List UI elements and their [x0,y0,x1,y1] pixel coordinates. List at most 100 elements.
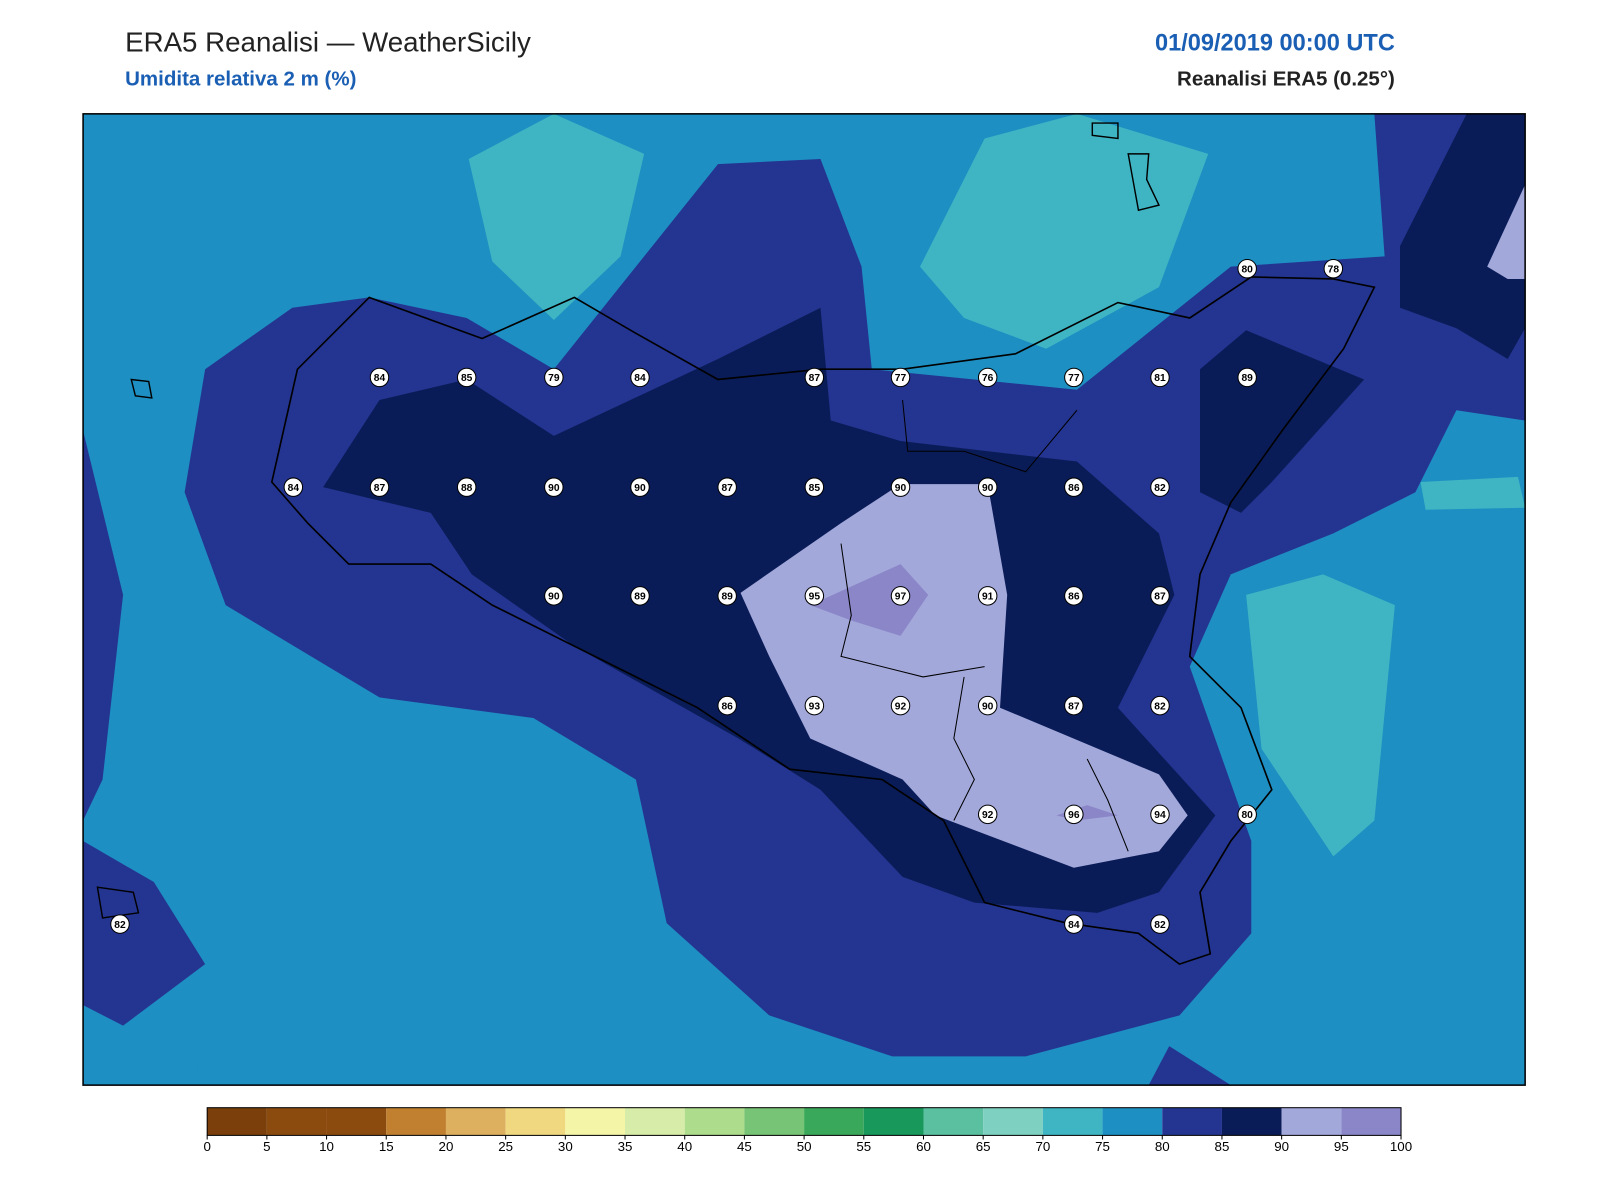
station-marker [1064,367,1084,388]
station-marker [1064,586,1084,606]
coastline [270,276,1376,966]
station-value: 89 [1241,373,1253,384]
station-value: 91 [982,592,994,603]
station-marker [890,477,911,497]
station-value: 87 [1154,592,1166,603]
colorbar-swatch [1281,1107,1342,1136]
colorbar-tick-label: 45 [737,1139,752,1154]
colorbar-tick-label: 70 [1035,1139,1050,1154]
station-value: 90 [548,592,560,603]
colorbar-swatch [1162,1107,1222,1136]
station-marker [544,367,564,388]
station-value: 87 [374,483,386,494]
station-marker [717,477,737,497]
station-marker [1064,914,1084,934]
station-value: 90 [548,483,560,494]
station-value: 77 [1068,373,1080,384]
station-marker [110,914,130,934]
station-value: 82 [1154,483,1166,494]
station-value: 79 [548,373,560,384]
colorbar-tick-label: 35 [618,1139,633,1154]
station-marker [544,586,564,606]
station-marker [544,477,564,497]
station-marker [1150,695,1170,716]
station-value: 86 [721,701,733,712]
colorbar-tick-label: 95 [1334,1139,1349,1154]
colorbar-tick-label: 85 [1215,1139,1230,1154]
station-value: 87 [1068,701,1080,712]
station-marker [804,695,825,716]
colorbar-tick-label: 15 [379,1139,394,1154]
station-value: 80 [1241,810,1253,821]
station-marker [717,695,737,716]
station-marker [456,477,477,497]
colorbar-swatch [1102,1107,1163,1136]
station-value: 96 [1068,810,1080,821]
station-value: 94 [1154,810,1166,821]
station-value: 90 [895,483,907,494]
station-value: 82 [1154,701,1166,712]
colorbar-swatch [445,1107,506,1136]
station-marker [890,695,911,716]
station-value: 76 [982,373,994,384]
station-marker [283,477,304,497]
station-marker [1237,258,1257,279]
station-marker [630,586,650,606]
colorbar: 0 5 10 15 20 25 30 35 40 45 50 55 60 65 70 75 80 85 90 95 10… [203,1107,1412,1154]
station-value: 90 [982,701,994,712]
colorbar-tick-label: 80 [1155,1139,1170,1154]
colorbar-swatch [266,1107,327,1136]
field-90-95 [1487,184,1526,279]
map-frame [82,113,1526,1086]
station-marker [890,367,911,388]
field-70-75 [919,113,1209,349]
station-marker [1064,695,1084,716]
station-value: 80 [1241,264,1253,275]
station-marker [1150,477,1170,497]
colorbar-swatch [684,1107,745,1136]
field-70-75 [468,113,645,320]
field-85-90 [1399,113,1526,359]
station-marker [1237,367,1257,388]
station-marker [717,586,737,606]
station-value: 95 [809,592,821,603]
field-80-85 [83,430,124,821]
station-value: 85 [461,373,473,384]
colorbar-tick-label: 20 [439,1139,454,1154]
colorbar-swatch [744,1107,805,1136]
colorbar-tick-label: 65 [976,1139,991,1154]
station-value: 77 [895,373,907,384]
station-value: 87 [809,373,821,384]
station-marker [890,586,911,606]
station-marker [1150,914,1170,934]
station-value: 84 [374,373,386,384]
station-marker [1237,804,1257,825]
station-value: 89 [721,592,733,603]
colorbar-tick-label: 50 [797,1139,812,1154]
colorbar-swatch [1042,1107,1103,1136]
station-marker [456,367,477,388]
station-value: 92 [895,701,907,712]
title: ERA5 Reanalisi — WeatherSicily [125,26,531,57]
station-marker [369,367,390,388]
station-value: 84 [1068,920,1080,931]
station-marker [977,804,998,825]
province-borders [840,399,1129,852]
colorbar-tick-label: 0 [203,1139,210,1154]
colorbar-tick-label: 60 [916,1139,931,1154]
field-80-85 [1148,1046,1231,1086]
colorbar-tick-label: 40 [677,1139,692,1154]
colorbar-tick-label: 55 [856,1139,871,1154]
station-value: 87 [721,483,733,494]
station-marker [630,477,650,497]
contours [83,113,1526,1086]
colorbar-tick-label: 75 [1095,1139,1110,1154]
colorbar-swatch [505,1107,566,1136]
station-marker [804,586,825,606]
station-value: 92 [982,810,994,821]
station-marker [369,477,390,497]
colorbar-swatch [565,1107,626,1136]
colorbar-tick-label: 90 [1274,1139,1289,1154]
islands [96,122,1161,919]
